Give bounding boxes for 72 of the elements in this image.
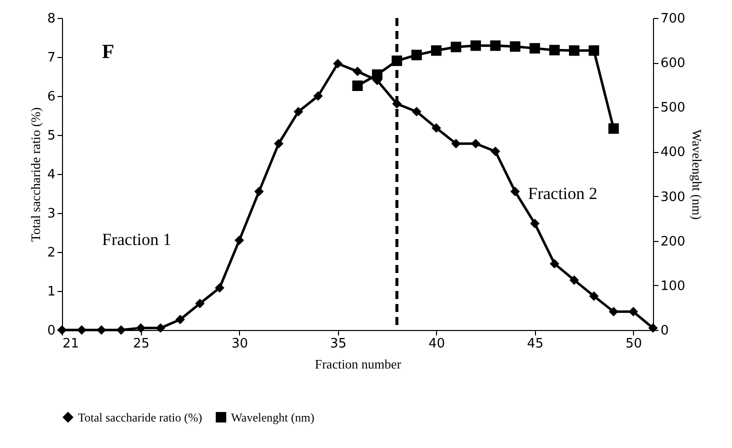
- legend-label: Total saccharide ratio (%): [78, 410, 202, 424]
- point: [352, 80, 363, 91]
- point: [550, 258, 560, 268]
- point: [530, 218, 540, 228]
- point: [490, 40, 501, 51]
- point: [510, 41, 520, 52]
- y-tick-label: 2: [47, 246, 56, 260]
- y-tick-label: 5: [47, 128, 56, 144]
- point: [431, 45, 442, 56]
- point: [412, 106, 422, 116]
- y-tick-label: 8: [47, 12, 56, 26]
- point: [450, 42, 462, 52]
- point: [608, 306, 618, 316]
- point: [76, 325, 86, 335]
- y-tick-label: 0: [47, 324, 56, 338]
- point: [372, 69, 382, 80]
- x-tick-label: 35: [330, 336, 347, 352]
- point: [136, 323, 146, 333]
- point: [352, 66, 362, 76]
- point: [274, 138, 284, 148]
- point: [411, 50, 422, 60]
- y2-tick-label: 100: [660, 278, 686, 294]
- point: [568, 45, 580, 56]
- y-tick-label: 1: [47, 284, 56, 300]
- point: [294, 106, 304, 116]
- legend-label: Wavelenght (nm): [231, 410, 314, 424]
- point: [234, 236, 244, 246]
- point: [254, 186, 264, 196]
- point: [313, 91, 323, 101]
- point: [588, 45, 600, 56]
- annotation: Fraction 1: [102, 230, 172, 249]
- y2-tick-label: 700: [660, 12, 686, 26]
- y-tick-label: 6: [47, 90, 56, 104]
- y-tick-label: 7: [47, 50, 56, 66]
- point: [175, 314, 185, 324]
- point: [451, 138, 461, 148]
- x-tick-label: 45: [527, 336, 544, 352]
- x-tick-label: 40: [428, 336, 446, 352]
- point: [333, 58, 343, 68]
- annotation: Fraction 2: [528, 184, 598, 203]
- y2-tick-label: 500: [660, 100, 686, 116]
- point: [530, 43, 540, 54]
- x-tick-label: 50: [626, 336, 642, 352]
- y2-axis-title: Wavelenght (nm): [689, 129, 704, 220]
- point: [96, 325, 106, 335]
- point: [195, 298, 205, 308]
- y2-tick-label: 300: [660, 190, 686, 205]
- point: [510, 186, 520, 196]
- y-axis-title: Total saccharide ratio (%): [28, 107, 44, 242]
- y-tick-label: 3: [47, 206, 56, 222]
- annotation: F: [102, 41, 114, 63]
- point: [608, 123, 619, 134]
- x-tick-label: 30: [232, 336, 248, 352]
- point: [569, 275, 579, 285]
- y2-tick-label: 400: [660, 145, 686, 160]
- point: [116, 325, 126, 335]
- x-tick-label: 25: [133, 336, 150, 352]
- y2-tick-label: 600: [660, 56, 686, 72]
- x-tick-label: 21: [62, 336, 80, 352]
- point: [490, 146, 500, 156]
- point: [470, 40, 481, 51]
- point: [156, 323, 166, 333]
- point: [589, 291, 599, 301]
- point: [432, 123, 442, 133]
- y-tick-label: 4: [47, 168, 56, 182]
- y2-tick-label: 0: [660, 324, 669, 338]
- point: [628, 306, 638, 316]
- point: [549, 44, 560, 56]
- point: [470, 138, 480, 148]
- y2-tick-label: 200: [660, 234, 686, 250]
- x-axis-title: Fraction number: [314, 356, 402, 372]
- point: [214, 283, 224, 293]
